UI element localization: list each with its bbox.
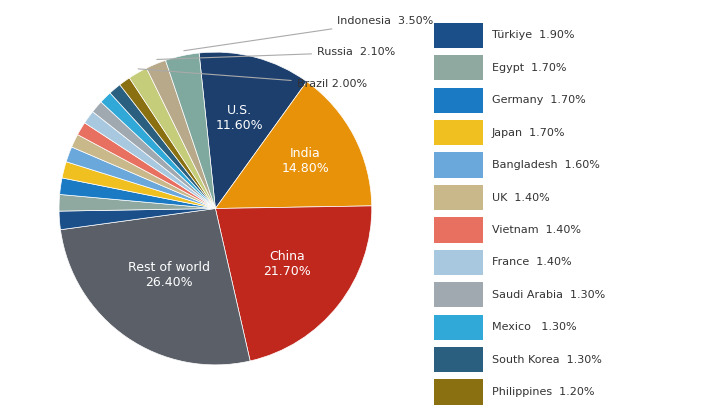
Text: UK  1.40%: UK 1.40% (492, 193, 549, 203)
Wedge shape (72, 135, 215, 208)
Text: Brazil 2.00%: Brazil 2.00% (139, 69, 367, 88)
Wedge shape (66, 147, 215, 208)
Wedge shape (85, 112, 215, 208)
Wedge shape (78, 123, 215, 208)
Text: Bangladesh  1.60%: Bangladesh 1.60% (492, 160, 600, 170)
Wedge shape (146, 60, 215, 208)
Wedge shape (166, 53, 215, 208)
Text: Rest of world
26.40%: Rest of world 26.40% (128, 261, 210, 289)
Text: France  1.40%: France 1.40% (492, 257, 572, 267)
Text: Japan  1.70%: Japan 1.70% (492, 128, 565, 138)
Wedge shape (62, 162, 215, 208)
Text: Indonesia  3.50%: Indonesia 3.50% (184, 16, 434, 51)
Wedge shape (101, 93, 215, 208)
Text: U.S.
11.60%: U.S. 11.60% (215, 104, 264, 132)
Text: South Korea  1.30%: South Korea 1.30% (492, 354, 602, 364)
Text: Germany  1.70%: Germany 1.70% (492, 95, 586, 105)
Wedge shape (110, 85, 215, 208)
Wedge shape (60, 208, 250, 365)
Wedge shape (93, 102, 215, 208)
Wedge shape (215, 82, 372, 208)
Text: Vietnam  1.40%: Vietnam 1.40% (492, 225, 581, 235)
Text: Mexico   1.30%: Mexico 1.30% (492, 322, 577, 332)
Wedge shape (60, 178, 215, 208)
Text: Saudi Arabia  1.30%: Saudi Arabia 1.30% (492, 290, 605, 300)
Wedge shape (129, 68, 215, 208)
Wedge shape (215, 206, 372, 361)
Wedge shape (59, 208, 215, 230)
Wedge shape (59, 194, 215, 211)
Wedge shape (120, 78, 215, 208)
Text: China
21.70%: China 21.70% (263, 251, 311, 279)
Text: Egypt  1.70%: Egypt 1.70% (492, 63, 567, 73)
Text: Russia  2.10%: Russia 2.10% (157, 47, 396, 60)
Text: India
14.80%: India 14.80% (281, 147, 330, 176)
Wedge shape (199, 52, 307, 208)
Text: Philippines  1.20%: Philippines 1.20% (492, 387, 595, 397)
Text: Türkiye  1.90%: Türkiye 1.90% (492, 30, 574, 40)
